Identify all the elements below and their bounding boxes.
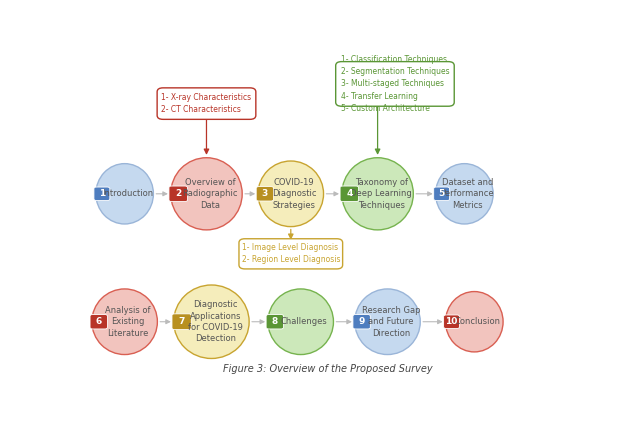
Ellipse shape: [445, 291, 503, 352]
FancyBboxPatch shape: [340, 186, 358, 201]
Text: 1- Classification Techniques
2- Segmentation Techniques
3- Multi-staged Techniqu: 1- Classification Techniques 2- Segmenta…: [340, 55, 449, 113]
Text: Introduction: Introduction: [102, 189, 153, 199]
Text: 2: 2: [175, 189, 181, 199]
Ellipse shape: [96, 164, 154, 224]
FancyBboxPatch shape: [90, 314, 108, 329]
FancyBboxPatch shape: [434, 187, 449, 201]
Text: COVID-19
Diagnostic
Strategies: COVID-19 Diagnostic Strategies: [272, 178, 316, 210]
Text: 4: 4: [346, 189, 353, 199]
FancyBboxPatch shape: [239, 239, 342, 269]
Text: Taxonomy of
Deep Learning
Techniques: Taxonomy of Deep Learning Techniques: [350, 178, 412, 210]
FancyBboxPatch shape: [157, 88, 256, 119]
Text: Analysis of
Existing
Literature: Analysis of Existing Literature: [105, 306, 150, 338]
Ellipse shape: [92, 289, 157, 354]
Text: 7: 7: [179, 317, 185, 326]
Text: 1- X-ray Characteristics
2- CT Characteristics: 1- X-ray Characteristics 2- CT Character…: [161, 93, 252, 114]
FancyBboxPatch shape: [444, 315, 460, 328]
Text: 1- Image Level Diagnosis
2- Region Level Diagnosis: 1- Image Level Diagnosis 2- Region Level…: [241, 243, 340, 265]
FancyBboxPatch shape: [353, 314, 371, 329]
Text: Diagnostic
Applications
for COVID-19
Detection: Diagnostic Applications for COVID-19 Det…: [188, 300, 243, 343]
Text: Research Gap
and Future
Direction: Research Gap and Future Direction: [362, 306, 420, 338]
Ellipse shape: [258, 161, 324, 227]
Text: 9: 9: [358, 317, 365, 326]
FancyBboxPatch shape: [266, 314, 284, 329]
Ellipse shape: [171, 158, 242, 230]
Ellipse shape: [355, 289, 420, 354]
FancyBboxPatch shape: [169, 186, 188, 201]
Text: Conclusion: Conclusion: [454, 317, 500, 326]
Text: Figure 3: Overview of the Proposed Survey: Figure 3: Overview of the Proposed Surve…: [223, 364, 433, 374]
FancyBboxPatch shape: [256, 187, 274, 201]
Text: 10: 10: [445, 317, 458, 326]
FancyBboxPatch shape: [94, 187, 110, 201]
FancyBboxPatch shape: [172, 314, 191, 330]
Ellipse shape: [342, 158, 413, 230]
Ellipse shape: [268, 289, 333, 354]
Text: 3: 3: [262, 189, 268, 199]
Ellipse shape: [436, 164, 493, 224]
Text: 1: 1: [99, 189, 105, 199]
Text: Challenges: Challenges: [280, 317, 328, 326]
Text: Overview of
Radiographic
Data: Overview of Radiographic Data: [182, 178, 238, 210]
Text: 6: 6: [95, 317, 102, 326]
Text: Dataset and
Performance
Metrics: Dataset and Performance Metrics: [440, 178, 494, 210]
Ellipse shape: [173, 285, 249, 358]
Text: 5: 5: [438, 189, 445, 199]
Text: 8: 8: [272, 317, 278, 326]
FancyBboxPatch shape: [336, 62, 454, 106]
